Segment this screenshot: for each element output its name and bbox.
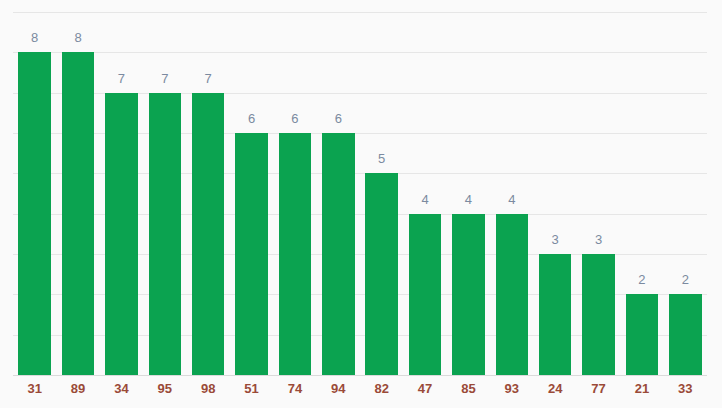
bar-column: 6 <box>230 12 273 375</box>
bar-value-label: 8 <box>31 31 38 44</box>
x-axis-label: 95 <box>143 381 186 396</box>
bar[interactable] <box>496 214 529 375</box>
bar-value-label: 6 <box>291 112 298 125</box>
plot-area: 8 8 7 7 7 6 6 6 5 4 4 4 3 3 2 2 <box>13 12 707 375</box>
bar-column: 4 <box>447 12 490 375</box>
bar-column: 3 <box>534 12 577 375</box>
bar[interactable] <box>409 214 442 375</box>
bar-value-label: 2 <box>638 273 645 286</box>
bar-value-label: 7 <box>118 72 125 85</box>
x-axis-label: 34 <box>100 381 143 396</box>
bars-row: 8 8 7 7 7 6 6 6 5 4 4 4 3 3 2 2 <box>13 12 707 375</box>
bar-value-label: 4 <box>508 193 515 206</box>
bar-value-label: 3 <box>552 233 559 246</box>
bar-column: 8 <box>13 12 56 375</box>
x-axis-label: 47 <box>403 381 446 396</box>
bar[interactable] <box>235 133 268 375</box>
bar[interactable] <box>669 294 702 375</box>
baseline <box>13 375 707 376</box>
bar-column: 7 <box>143 12 186 375</box>
bar[interactable] <box>626 294 659 375</box>
bar[interactable] <box>62 52 95 375</box>
bar[interactable] <box>365 173 398 375</box>
bar[interactable] <box>539 254 572 375</box>
bar-value-label: 6 <box>335 112 342 125</box>
x-axis-label: 94 <box>317 381 360 396</box>
bar-value-label: 7 <box>205 72 212 85</box>
bar-column: 6 <box>317 12 360 375</box>
bar-column: 6 <box>273 12 316 375</box>
bar[interactable] <box>452 214 485 375</box>
bar-value-label: 2 <box>682 273 689 286</box>
bar-column: 5 <box>360 12 403 375</box>
x-axis-label: 21 <box>620 381 663 396</box>
bar-column: 7 <box>100 12 143 375</box>
bar-value-label: 7 <box>161 72 168 85</box>
x-axis-label: 85 <box>447 381 490 396</box>
bar-value-label: 5 <box>378 152 385 165</box>
bar[interactable] <box>192 93 225 375</box>
bar-value-label: 8 <box>74 31 81 44</box>
x-axis-label: 93 <box>490 381 533 396</box>
bar-column: 4 <box>403 12 446 375</box>
x-axis-label: 82 <box>360 381 403 396</box>
bar-column: 2 <box>664 12 707 375</box>
bar-value-label: 4 <box>421 193 428 206</box>
bar[interactable] <box>279 133 312 375</box>
x-axis-label: 98 <box>187 381 230 396</box>
bar-column: 7 <box>187 12 230 375</box>
bar[interactable] <box>322 133 355 375</box>
x-axis-label: 24 <box>534 381 577 396</box>
bar-column: 4 <box>490 12 533 375</box>
x-axis-label: 74 <box>273 381 316 396</box>
x-axis-label: 33 <box>664 381 707 396</box>
bar[interactable] <box>149 93 182 375</box>
x-axis-label: 51 <box>230 381 273 396</box>
bar-chart: 8877766654443322 31893495985174948247859… <box>0 0 722 408</box>
bar-value-label: 6 <box>248 112 255 125</box>
x-axis-label: 89 <box>56 381 99 396</box>
bar-column: 2 <box>620 12 663 375</box>
bar-column: 3 <box>577 12 620 375</box>
bar-value-label: 3 <box>595 233 602 246</box>
bar-column: 8 <box>56 12 99 375</box>
x-axis-label: 31 <box>13 381 56 396</box>
bar[interactable] <box>105 93 138 375</box>
bar[interactable] <box>18 52 51 375</box>
bar[interactable] <box>582 254 615 375</box>
x-axis: 31893495985174948247859324772133 <box>13 381 707 396</box>
x-axis-label: 77 <box>577 381 620 396</box>
bar-value-label: 4 <box>465 193 472 206</box>
